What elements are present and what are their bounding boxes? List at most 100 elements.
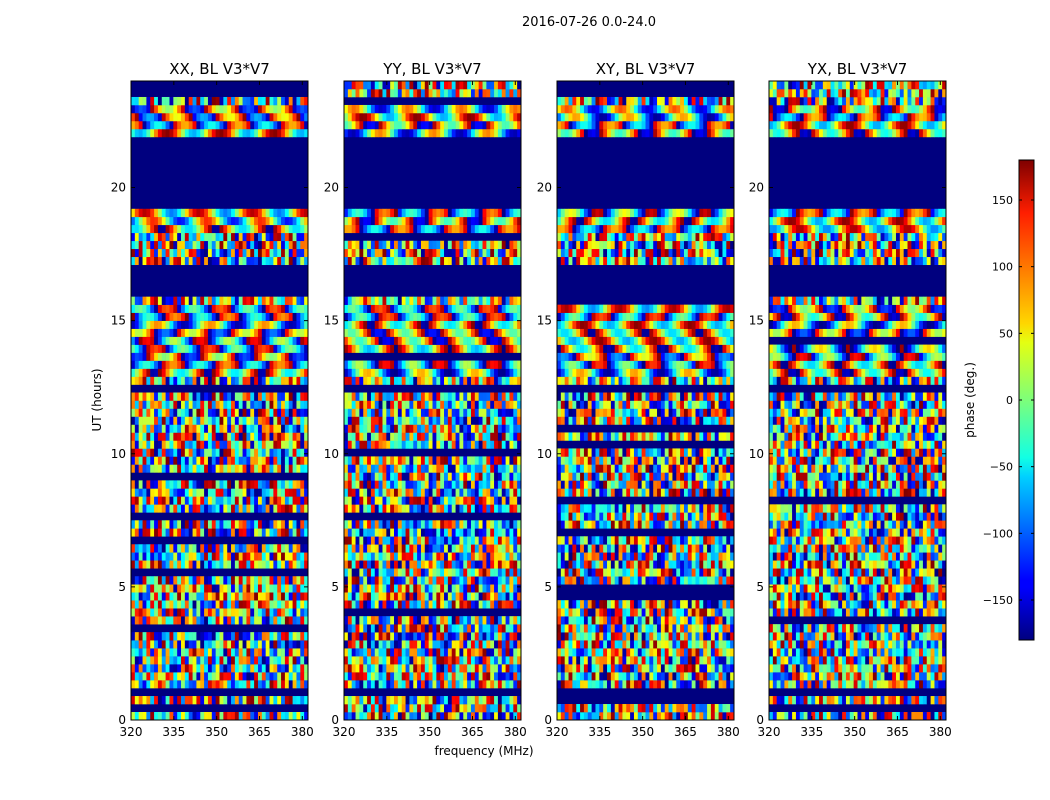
heatmap-cell — [288, 232, 293, 242]
heatmap-cell — [150, 368, 155, 377]
heatmap-cell — [154, 120, 159, 130]
heatmap-cell — [246, 416, 251, 425]
heatmap-cell — [344, 544, 349, 553]
heatmap-cell — [134, 312, 139, 321]
heatmap-cell — [284, 408, 290, 417]
heatmap-cell — [351, 624, 356, 633]
heatmap-cell — [204, 392, 209, 401]
heatmap-cell — [234, 632, 240, 641]
heatmap-cell — [300, 696, 305, 705]
heatmap-cell — [405, 360, 410, 369]
heatmap-cell — [207, 352, 213, 361]
heatmap-cell — [424, 304, 429, 313]
heatmap-cell — [447, 552, 453, 561]
heatmap-cell — [417, 592, 422, 601]
heatmap-cell — [420, 520, 426, 529]
heatmap-cell — [292, 112, 297, 122]
heatmap-cell — [505, 392, 510, 401]
heatmap-cell — [292, 504, 297, 513]
heatmap-cell — [211, 368, 216, 377]
heatmap-cell — [386, 624, 391, 633]
heatmap-cell — [288, 560, 293, 569]
heatmap-cell — [367, 296, 372, 305]
heatmap-cell — [300, 432, 305, 441]
heatmap-cell — [184, 560, 190, 569]
heatmap-cell — [296, 664, 301, 673]
heatmap-cell — [257, 232, 263, 242]
heatmap-cell — [447, 616, 453, 625]
heatmap-cell — [296, 712, 301, 721]
heatmap-cell — [192, 232, 197, 242]
heatmap-cell — [482, 616, 487, 625]
heatmap-cell — [242, 376, 247, 385]
heatmap-cell — [181, 600, 186, 609]
heatmap-cell — [181, 128, 186, 138]
heatmap-cell — [173, 520, 178, 529]
heatmap-cell — [494, 504, 499, 513]
heatmap-cell — [134, 128, 139, 138]
heatmap-cell — [254, 312, 259, 321]
heatmap-cell — [269, 640, 274, 649]
heatmap-cell — [428, 648, 433, 657]
heatmap-cell — [154, 312, 159, 321]
heatmap-cell — [157, 488, 163, 497]
heatmap-cell — [501, 392, 506, 401]
heatmap-cell — [505, 360, 510, 369]
heatmap-cell — [409, 664, 414, 673]
heatmap-cell — [188, 232, 193, 242]
heatmap-cell — [432, 520, 437, 529]
heatmap-cell — [150, 560, 155, 569]
heatmap-cell — [355, 656, 360, 665]
heatmap-cell — [505, 640, 510, 649]
heatmap-cell — [451, 680, 456, 689]
heatmap-cell — [409, 408, 414, 417]
heatmap-cell — [292, 648, 297, 657]
heatmap-cell — [292, 440, 297, 449]
heatmap-cell — [355, 416, 360, 425]
heatmap-cell — [196, 296, 201, 305]
heatmap-cell — [223, 528, 228, 537]
heatmap-cell — [490, 656, 495, 665]
heatmap-cell — [463, 632, 468, 641]
heatmap-cell — [405, 376, 410, 385]
heatmap-cell — [382, 488, 387, 497]
heatmap-cell — [157, 544, 163, 553]
heatmap-cell — [192, 328, 197, 337]
heatmap-cell — [177, 216, 182, 226]
heatmap-cell — [273, 640, 278, 649]
heatmap-cell — [215, 480, 220, 489]
heatmap-cell — [292, 128, 297, 138]
heatmap-cell — [154, 400, 159, 409]
heatmap-cell — [173, 664, 178, 673]
heatmap-cell — [347, 344, 352, 353]
heatmap-cell — [246, 96, 251, 106]
heatmap-cell — [169, 376, 174, 385]
heatmap-cell — [261, 344, 266, 353]
heatmap-cell — [284, 240, 290, 250]
heatmap-cell — [467, 304, 472, 313]
heatmap-cell — [482, 552, 487, 561]
heatmap-cell — [273, 552, 278, 561]
heatmap-cell — [181, 256, 186, 266]
heatmap-cell — [296, 128, 301, 138]
heatmap-cell — [490, 296, 495, 305]
heatmap-cell — [265, 576, 270, 585]
heatmap-cell — [490, 592, 495, 601]
heatmap-cell — [215, 712, 220, 721]
heatmap-cell — [351, 256, 356, 266]
heatmap-cell — [486, 600, 491, 609]
heatmap-cell — [444, 368, 449, 377]
heatmap-cell — [257, 480, 263, 489]
heatmap-cell — [238, 432, 243, 441]
heatmap-cell — [296, 304, 301, 313]
heatmap-cell — [359, 472, 364, 481]
heatmap-cell — [227, 432, 232, 441]
heatmap-cell — [300, 656, 305, 665]
heatmap-cell — [265, 96, 270, 106]
heatmap-cell — [417, 320, 422, 329]
heatmap-cell — [161, 224, 166, 234]
heatmap-cell — [417, 656, 422, 665]
heatmap-cell — [401, 616, 406, 625]
heatmap-cell — [146, 392, 151, 401]
heatmap-cell — [161, 408, 166, 417]
